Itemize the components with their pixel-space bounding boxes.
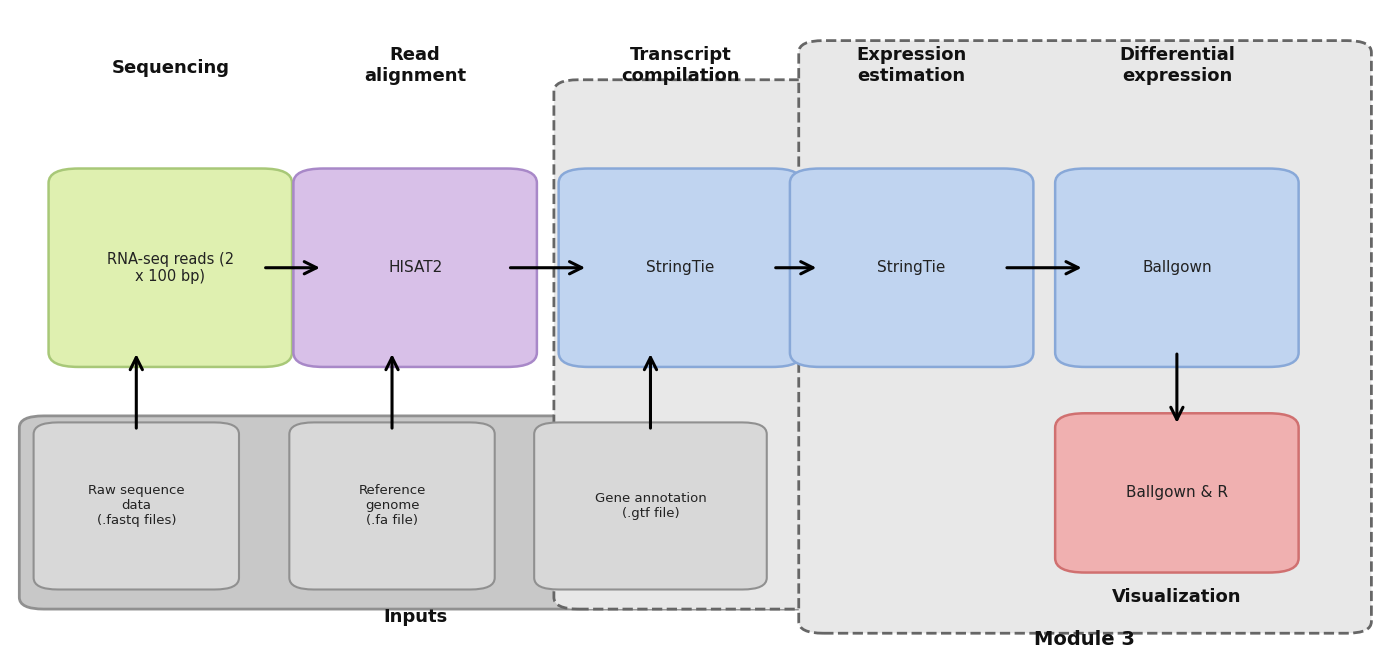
Text: RNA-seq reads (2
x 100 bp): RNA-seq reads (2 x 100 bp) (107, 252, 233, 284)
Text: Raw sequence
data
(.fastq files): Raw sequence data (.fastq files) (87, 484, 185, 527)
Text: HISAT2: HISAT2 (389, 260, 443, 275)
Text: Inputs: Inputs (383, 608, 447, 626)
FancyBboxPatch shape (558, 168, 802, 367)
FancyBboxPatch shape (33, 422, 239, 589)
FancyBboxPatch shape (554, 80, 820, 609)
FancyBboxPatch shape (798, 41, 1371, 633)
Text: Visualization: Visualization (1112, 588, 1242, 606)
FancyBboxPatch shape (293, 168, 537, 367)
FancyBboxPatch shape (49, 168, 291, 367)
Text: StringTie: StringTie (877, 260, 945, 275)
Text: Reference
genome
(.fa file): Reference genome (.fa file) (358, 484, 426, 527)
FancyBboxPatch shape (1055, 168, 1299, 367)
FancyBboxPatch shape (534, 422, 766, 589)
FancyBboxPatch shape (19, 416, 841, 609)
Text: Differential
expression: Differential expression (1119, 46, 1235, 85)
FancyBboxPatch shape (289, 422, 494, 589)
Text: Expression
estimation: Expression estimation (856, 46, 967, 85)
Text: Module 3: Module 3 (1034, 630, 1135, 649)
Text: Ballgown & R: Ballgown & R (1126, 486, 1228, 500)
Text: Ballgown: Ballgown (1142, 260, 1212, 275)
Text: Gene annotation
(.gtf file): Gene annotation (.gtf file) (594, 492, 706, 520)
Text: Read
alignment: Read alignment (364, 46, 466, 85)
Text: Sequencing: Sequencing (111, 59, 229, 77)
Text: StringTie: StringTie (647, 260, 715, 275)
Text: Transcript
compilation: Transcript compilation (622, 46, 740, 85)
FancyBboxPatch shape (790, 168, 1034, 367)
FancyBboxPatch shape (1055, 414, 1299, 573)
